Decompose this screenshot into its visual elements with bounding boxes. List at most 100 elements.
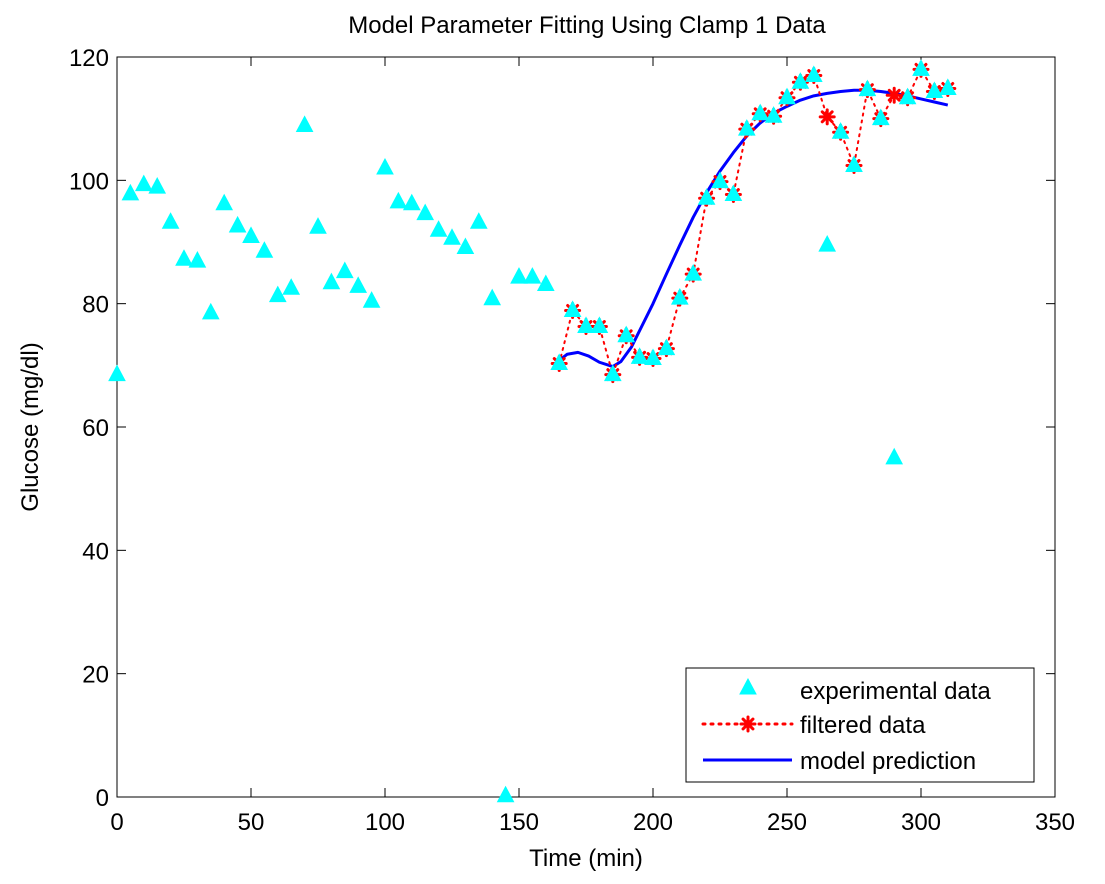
x-tick-label: 100 [365,809,405,836]
experimental-point [697,188,716,205]
chart-title: Model Parameter Fitting Using Clamp 1 Da… [348,12,826,39]
experimental-point [268,285,287,303]
asterisk-arm [741,717,755,731]
experimental-point [510,267,528,284]
experimental-point [402,193,421,211]
experimental-point [630,347,649,364]
experimental-point [175,249,193,266]
tick-labels: 0 50 100 150 200 250 300 350 0 20 40 60 80 100 120 [69,45,1075,836]
experimental-point [429,220,448,237]
x-tick-label: 50 [238,809,265,836]
experimental-point [563,300,582,317]
experimental-point [295,115,314,132]
experimental-point [751,103,770,121]
experimental-point [523,267,542,284]
series-model-prediction [558,88,949,369]
experimental-point [791,72,810,89]
experimental-point [201,302,220,320]
asterisk-arm [887,88,901,102]
experimental-point [242,226,260,243]
asterisk-arm [820,110,834,124]
experimental-point [938,78,957,95]
experimental-point [376,157,394,175]
experimental-point [469,212,488,229]
y-tick-label: 80 [82,292,109,319]
model-line [558,88,949,369]
experimental-point [255,241,274,258]
experimental-point [215,193,234,211]
x-axis-title: Time (min) [529,845,643,872]
experimental-point [416,203,435,221]
experimental-point [644,348,662,366]
experimental-point [121,183,140,201]
filtered-point [885,86,903,104]
experimental-point [322,272,341,290]
experimental-point [818,235,837,252]
y-tick-label: 20 [82,662,109,689]
experimental-point [724,184,743,202]
experimental-point [684,264,703,281]
experimental-point [282,278,301,295]
legend-entry-experimental: experimental data [739,677,991,705]
experimental-point [188,251,207,268]
y-tick-label: 0 [96,785,109,812]
experimental-point [885,447,904,465]
x-tick-label: 0 [110,809,123,836]
experimental-point [657,338,676,356]
filtered-point [818,108,836,126]
ticks [116,56,1056,798]
y-axis-title: Glucose (mg/dl) [17,342,44,511]
x-tick-label: 200 [633,809,673,836]
legend: experimental data filtered data model pr… [685,667,1035,783]
experimental-point [483,288,502,306]
experimental-point [496,785,515,803]
experimental-point [617,325,636,343]
experimental-point [590,316,609,333]
experimental-point [858,79,877,97]
y-tick-label: 100 [69,168,109,195]
experimental-point [737,119,756,136]
x-tick-label: 300 [901,809,941,836]
experimental-point [335,261,354,279]
experimental-point [443,228,461,245]
legend-label-filtered: filtered data [800,712,926,739]
experimental-point [161,212,180,229]
y-tick-label: 120 [69,45,109,72]
experimental-point [778,87,796,105]
x-tick-label: 350 [1035,809,1075,836]
experimental-point [912,59,930,76]
experimental-point [804,65,823,82]
x-tick-label: 250 [767,809,807,836]
y-tick-label: 60 [82,415,109,442]
legend-label-experimental: experimental data [800,678,991,705]
experimental-point [536,274,555,292]
y-tick-label: 40 [82,538,109,565]
experimental-point [871,108,890,126]
experimental-point [389,191,408,209]
experimental-point [670,288,689,305]
x-tick-label: 150 [499,809,539,836]
series-experimental-data [108,59,957,803]
experimental-point [898,87,917,105]
legend-entry-filtered: filtered data [701,712,926,739]
experimental-point [831,122,850,139]
experimental-point [577,316,595,333]
experimental-point [845,155,863,173]
experimental-point [134,174,153,192]
experimental-point [925,81,944,99]
legend-asterisk [739,715,757,733]
legend-marker-experimental [739,677,757,695]
experimental-point [228,215,247,233]
experimental-point [456,237,475,255]
legend-marker-filtered [739,715,757,733]
legend-entry-model: model prediction [703,748,976,775]
experimental-point [550,353,569,370]
experimental-point [362,291,381,308]
experimental-point [148,177,167,194]
experimental-point [711,171,729,189]
experimental-point [603,364,622,382]
experimental-point [349,276,368,293]
experimental-point [764,106,783,123]
experimental-point [309,217,327,234]
